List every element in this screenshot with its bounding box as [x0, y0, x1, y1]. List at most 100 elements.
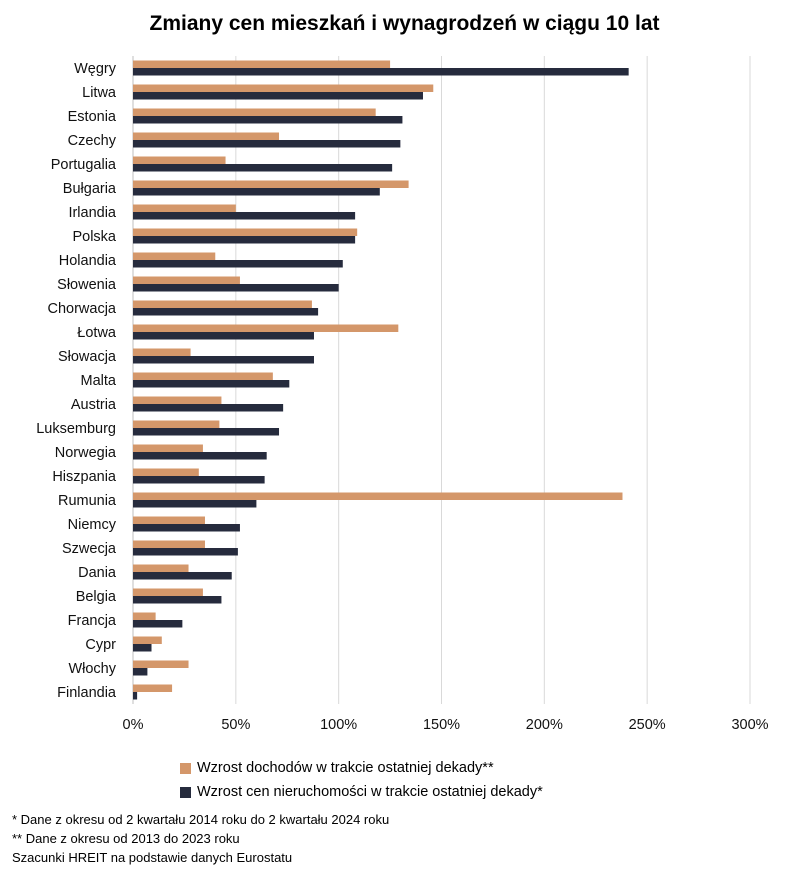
x-tick-label: 200%: [526, 717, 563, 733]
category-label: Finlandia: [57, 685, 117, 701]
bar-property: [133, 284, 339, 292]
bars-layer: [133, 60, 629, 700]
category-label: Hiszpania: [52, 469, 117, 485]
category-label: Austria: [71, 397, 117, 413]
category-label: Rumunia: [58, 493, 117, 509]
x-tick-label: 150%: [423, 717, 460, 733]
bar-income: [133, 372, 273, 380]
x-tick-label: 250%: [629, 717, 666, 733]
bar-property: [133, 236, 356, 244]
bar-income: [133, 612, 156, 620]
footnote-property: * Dane z okresu od 2 kwartału 2014 roku …: [12, 812, 390, 827]
category-label: Czechy: [68, 133, 117, 149]
category-label: Niemcy: [68, 517, 117, 533]
bar-property: [133, 452, 267, 460]
legend-swatch-property: [180, 786, 191, 798]
bar-income: [133, 108, 376, 116]
category-label: Cypr: [85, 637, 116, 653]
legend-label-property: Wzrost cen nieruchomości w trakcie ostat…: [197, 784, 543, 800]
x-tick-label: 300%: [731, 717, 768, 733]
bar-income: [133, 588, 203, 596]
bar-property: [133, 188, 380, 196]
bar-income: [133, 324, 399, 332]
bar-property: [133, 692, 138, 700]
category-label: Słowacja: [58, 349, 117, 365]
bar-income: [133, 228, 358, 236]
category-label: Estonia: [68, 109, 117, 125]
bar-chart: 0% 50% 100% 150% 200% 250% 300% Węgry Litwa Eston…: [36, 56, 769, 733]
bar-property: [133, 140, 401, 148]
labels-layer: 0% 50% 100% 150% 200% 250% 300% Węgry Litwa Eston…: [36, 61, 768, 733]
bar-income: [133, 156, 226, 164]
bar-property: [133, 92, 423, 100]
category-label: Bułgaria: [63, 181, 117, 197]
bar-income: [133, 468, 199, 476]
category-label: Chorwacja: [48, 301, 117, 317]
bar-income: [133, 84, 434, 92]
bar-income: [133, 540, 205, 548]
bar-property: [133, 668, 148, 676]
bar-income: [133, 348, 191, 356]
bar-income: [133, 660, 189, 668]
bar-property: [133, 524, 240, 532]
bar-income: [133, 444, 203, 452]
bar-property: [133, 356, 314, 364]
category-label: Łotwa: [77, 325, 117, 341]
category-label: Luksemburg: [36, 421, 116, 437]
bar-property: [133, 476, 265, 484]
bar-income: [133, 684, 173, 692]
category-label: Węgry: [74, 61, 117, 77]
bar-property: [133, 332, 314, 340]
bar-property: [133, 164, 393, 172]
legend-label-income: Wzrost dochodów w trakcie ostatniej deka…: [197, 760, 494, 776]
bar-income: [133, 60, 391, 68]
bar-income: [133, 276, 240, 284]
bar-income: [133, 636, 162, 644]
bar-property: [133, 644, 152, 652]
bar-income: [133, 252, 216, 260]
category-label: Holandia: [59, 253, 117, 269]
bar-income: [133, 396, 222, 404]
category-label: Polska: [72, 229, 116, 245]
category-label: Irlandia: [68, 205, 116, 221]
legend-item-property: Wzrost cen nieruchomości w trakcie ostat…: [180, 780, 543, 804]
category-label: Belgia: [76, 589, 117, 605]
x-tick-label: 50%: [221, 717, 250, 733]
category-label: Malta: [81, 373, 117, 389]
bar-income: [133, 564, 189, 572]
bar-property: [133, 116, 403, 124]
bar-property: [133, 620, 183, 628]
bar-income: [133, 420, 220, 428]
bar-property: [133, 572, 232, 580]
category-label: Portugalia: [51, 157, 117, 173]
bar-income: [133, 516, 205, 524]
legend-swatch-income: [180, 762, 191, 774]
bar-property: [133, 428, 280, 436]
chart-title: Zmiany cen mieszkań i wynagrodzeń w ciąg…: [149, 12, 660, 35]
bar-property: [133, 260, 343, 268]
source-note: Szacunki HREIT na podstawie danych Euros…: [12, 850, 293, 865]
legend-item-income: Wzrost dochodów w trakcie ostatniej deka…: [180, 756, 543, 780]
category-label: Norwegia: [55, 445, 117, 461]
x-tick-label: 100%: [320, 717, 357, 733]
bar-income: [133, 180, 409, 188]
bar-income: [133, 300, 312, 308]
category-label: Słowenia: [57, 277, 117, 293]
footnotes: * Dane z okresu od 2 kwartału 2014 roku …: [12, 810, 389, 867]
bar-income: [133, 492, 623, 500]
category-label: Dania: [78, 565, 117, 581]
category-label: Litwa: [82, 85, 117, 101]
bar-property: [133, 212, 356, 220]
bar-income: [133, 204, 236, 212]
x-tick-label: 0%: [123, 717, 144, 733]
footnote-income: ** Dane z okresu od 2013 do 2023 roku: [12, 831, 240, 846]
bar-property: [133, 548, 238, 556]
category-label: Szwecja: [62, 541, 117, 557]
bar-property: [133, 500, 257, 508]
legend: Wzrost dochodów w trakcie ostatniej deka…: [180, 756, 543, 804]
category-label: Włochy: [68, 661, 116, 677]
bar-property: [133, 68, 629, 76]
bar-property: [133, 596, 222, 604]
bar-property: [133, 404, 284, 412]
bar-property: [133, 308, 319, 316]
